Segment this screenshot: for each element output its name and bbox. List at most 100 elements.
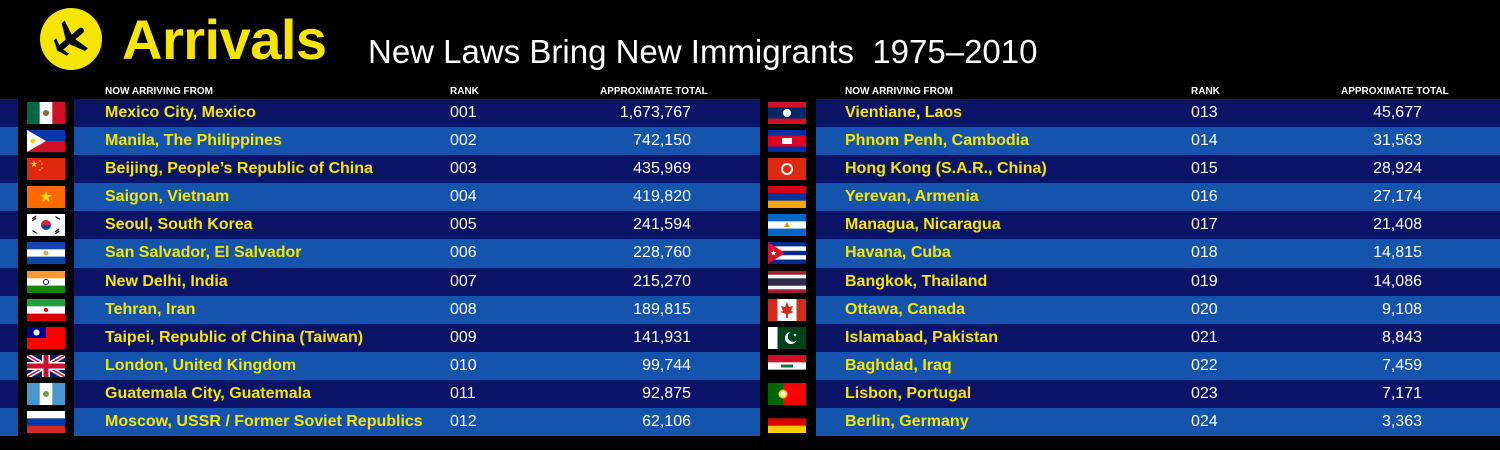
total-value: 189,815 — [633, 300, 691, 318]
column-header-rank: RANK — [450, 86, 479, 97]
column-header-total: APPROXIMATE TOTAL — [1341, 86, 1449, 97]
row-band — [816, 127, 1500, 156]
origin-city: Phnom Penh, Cambodia — [845, 132, 1030, 150]
arrival-row: Islamabad, Pakistan 021 8,843 — [760, 323, 1500, 352]
origin-city: Saigon, Vietnam — [105, 188, 230, 206]
arrival-row: Baghdad, Iraq 022 7,459 — [760, 351, 1500, 380]
total-value: 21,408 — [1373, 216, 1422, 234]
arrival-row: Vientiane, Laos 013 45,677 — [760, 99, 1500, 128]
arrival-row: Mexico City, Mexico 001 1,673,767 — [0, 99, 760, 128]
total-value: 7,171 — [1381, 384, 1422, 402]
arrivals-board-left: NOW ARRIVING FROM RANK APPROXIMATE TOTAL… — [0, 84, 760, 444]
page-title: Arrivals — [122, 8, 327, 71]
arrival-row: Lisbon, Portugal 023 7,171 — [760, 379, 1500, 409]
canada-flag-icon — [768, 298, 806, 321]
rank-value: 011 — [450, 384, 476, 402]
hong-kong-flag-icon — [768, 158, 806, 181]
origin-city: San Salvador, El Salvador — [105, 244, 302, 262]
pakistan-flag-icon — [768, 326, 806, 349]
total-value: 1,673,767 — [619, 104, 691, 121]
mexico-flag-icon — [27, 102, 65, 124]
row-band — [816, 267, 1500, 296]
row-band-lead — [0, 323, 18, 352]
row-band — [74, 323, 760, 352]
origin-city: Islamabad, Pakistan — [845, 328, 998, 346]
total-value: 31,563 — [1373, 132, 1422, 150]
row-band — [74, 295, 760, 324]
rank-value: 017 — [1191, 216, 1218, 234]
row-band — [74, 267, 760, 296]
germany-flag-icon — [768, 411, 806, 434]
row-band — [74, 183, 760, 212]
origin-city: Beijing, People’s Republic of China — [105, 160, 373, 178]
origin-city: Hong Kong (S.A.R., China) — [845, 160, 1047, 178]
arrival-row: Hong Kong (S.A.R., China) 015 28,924 — [760, 155, 1500, 184]
rank-value: 003 — [450, 160, 477, 178]
arrivals-board-right: NOW ARRIVING FROM RANK APPROXIMATE TOTAL… — [760, 84, 1500, 444]
total-value: 45,677 — [1373, 104, 1422, 121]
row-band — [74, 155, 760, 184]
row-band — [74, 239, 760, 268]
row-band — [816, 211, 1500, 240]
row-band-lead — [0, 408, 18, 437]
row-band — [816, 351, 1500, 380]
arrival-row: Tehran, Iran 008 189,815 — [0, 295, 760, 324]
rank-value: 001 — [450, 104, 477, 121]
rank-value: 012 — [450, 413, 477, 431]
row-band-lead — [0, 183, 18, 212]
column-header-total: APPROXIMATE TOTAL — [600, 86, 708, 97]
origin-city: Taipei, Republic of China (Taiwan) — [105, 328, 364, 346]
total-value: 742,150 — [633, 132, 691, 150]
column-header-origin: NOW ARRIVING FROM — [105, 86, 213, 97]
arrival-row: Bangkok, Thailand 019 14,086 — [760, 267, 1500, 296]
cuba-flag-icon — [768, 242, 806, 265]
south-vietnam-flag-icon — [27, 186, 65, 209]
total-value: 435,969 — [633, 160, 691, 178]
row-band — [816, 239, 1500, 268]
arrival-row: Taipei, Republic of China (Taiwan) 009 141… — [0, 323, 760, 352]
header: Arrivals New Laws Bring New Immigrants 1… — [0, 0, 1500, 84]
total-value: 3,363 — [1381, 413, 1422, 431]
arrivals-list-left: Mexico City, Mexico 001 1,673,767 Manila, T… — [0, 99, 760, 437]
origin-city: London, United Kingdom — [105, 356, 297, 374]
south-korea-flag-icon — [27, 214, 65, 237]
row-band-lead — [0, 99, 18, 128]
total-value: 8,843 — [1381, 328, 1422, 346]
rank-value: 013 — [1191, 104, 1218, 121]
total-value: 14,815 — [1373, 244, 1422, 262]
row-band — [74, 351, 760, 380]
row-band — [816, 408, 1500, 437]
rank-value: 009 — [450, 328, 477, 346]
india-flag-icon — [27, 270, 65, 293]
origin-city: Mexico City, Mexico — [105, 104, 256, 121]
arrival-row: Havana, Cuba 018 14,815 — [760, 239, 1500, 268]
philippines-flag-icon — [27, 130, 65, 153]
arrival-row: London, United Kingdom 010 99,744 — [0, 351, 760, 380]
taiwan-flag-icon — [27, 326, 65, 349]
row-band — [816, 379, 1500, 409]
row-band — [74, 379, 760, 409]
total-value: 92,875 — [642, 384, 691, 402]
arrival-row: Ottawa, Canada 020 9,108 — [760, 295, 1500, 324]
rank-value: 010 — [450, 356, 477, 374]
arrival-row: Managua, Nicaragua 017 21,408 — [760, 211, 1500, 240]
rank-value: 021 — [1191, 328, 1218, 346]
rank-value: 008 — [450, 300, 477, 318]
origin-city: Guatemala City, Guatemala — [105, 384, 311, 402]
row-band — [816, 155, 1500, 184]
origin-city: Moscow, USSR / Former Soviet Republics — [105, 413, 423, 431]
iran-flag-icon — [27, 298, 65, 321]
row-band — [74, 211, 760, 240]
rank-value: 007 — [450, 272, 477, 290]
total-value: 9,108 — [1381, 300, 1422, 318]
total-value: 241,594 — [633, 216, 691, 234]
origin-city: New Delhi, India — [105, 272, 228, 290]
row-band-lead — [0, 351, 18, 380]
total-value: 14,086 — [1373, 272, 1422, 290]
column-header-rank: RANK — [1191, 86, 1220, 97]
row-band-lead — [0, 267, 18, 296]
arrival-row: Yerevan, Armenia 016 27,174 — [760, 183, 1500, 212]
cambodia-flag-icon — [768, 130, 806, 153]
row-band — [74, 99, 760, 128]
arrival-row: Berlin, Germany 024 3,363 — [760, 408, 1500, 437]
